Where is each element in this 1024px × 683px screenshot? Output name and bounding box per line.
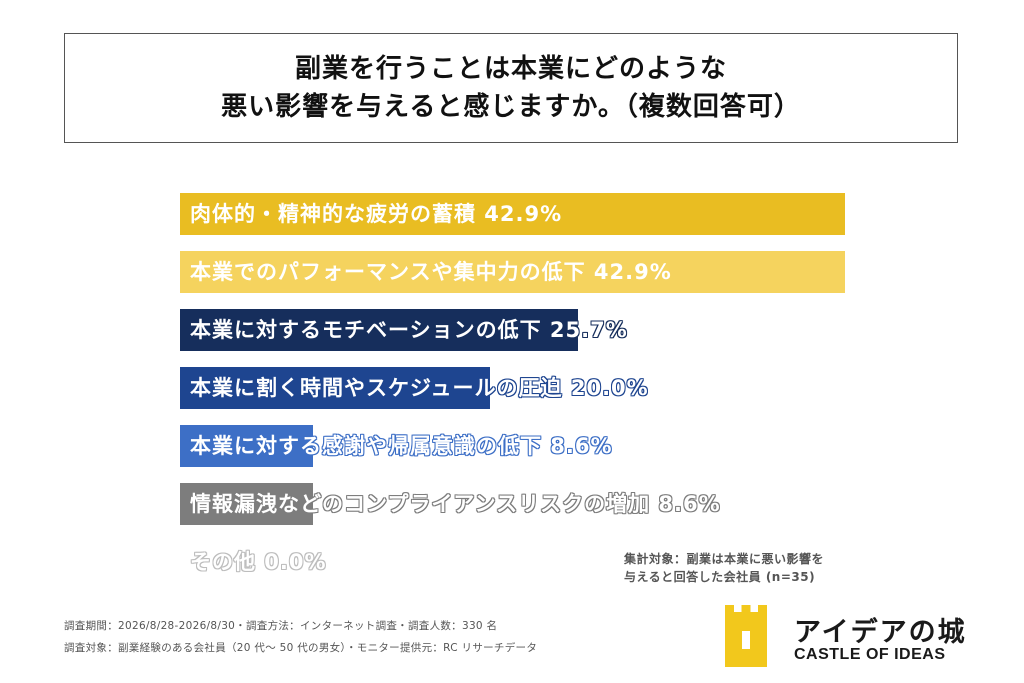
chart-title-line-2: 悪い影響を与えると感じますか。（複数回答可） <box>221 92 801 122</box>
bar-4 <box>180 367 490 409</box>
bar-1 <box>180 193 845 235</box>
castle-tower-icon <box>725 605 767 667</box>
bar-label-3: 本業に対するモチベーションの低下 25.7% <box>190 318 628 342</box>
sample-note: 集計対象：副業は本業に悪い影響を 与えると回答した会社員 (n=35) <box>624 550 824 586</box>
logo-jp-text: アイデアの城 <box>794 617 967 648</box>
bar-label-6: 情報漏洩などのコンプライアンスリスクの増加 8.6% <box>190 492 721 516</box>
chart-title-box: 副業を行うことは本業にどのような 悪い影響を与えると感じますか。（複数回答可） <box>64 33 958 143</box>
chart-title-line-1: 副業を行うことは本業にどのような <box>294 54 727 84</box>
bar-label-4: 本業に割く時間やスケジュールの圧迫 20.0% <box>190 376 649 400</box>
sample-note-line-2: 与えると回答した会社員 (n=35) <box>624 570 816 584</box>
bar-6 <box>180 483 313 525</box>
bar-3 <box>180 309 578 351</box>
bar-label-7: その他 0.0% <box>190 550 327 574</box>
survey-footer-line-2: 調査対象：副業経験のある会社員（20 代～ 50 代の男女）・モニター提供元：R… <box>64 642 538 654</box>
logo-en-text: CASTLE OF IDEAS <box>794 646 946 663</box>
bar-label-5: 本業に対する感謝や帰属意識の低下 8.6% <box>190 434 613 458</box>
survey-footer-line-1: 調査期間：2026/8/28-2026/8/30・調査方法：インターネット調査・… <box>64 620 498 632</box>
bar-2 <box>180 251 845 293</box>
bar-label-1: 肉体的・精神的な疲労の蓄積 42.9% <box>190 202 563 226</box>
sample-note-line-1: 集計対象：副業は本業に悪い影響を <box>624 552 825 566</box>
bar-5 <box>180 425 313 467</box>
bar-label-2: 本業でのパフォーマンスや集中力の低下 42.9% <box>190 260 672 284</box>
